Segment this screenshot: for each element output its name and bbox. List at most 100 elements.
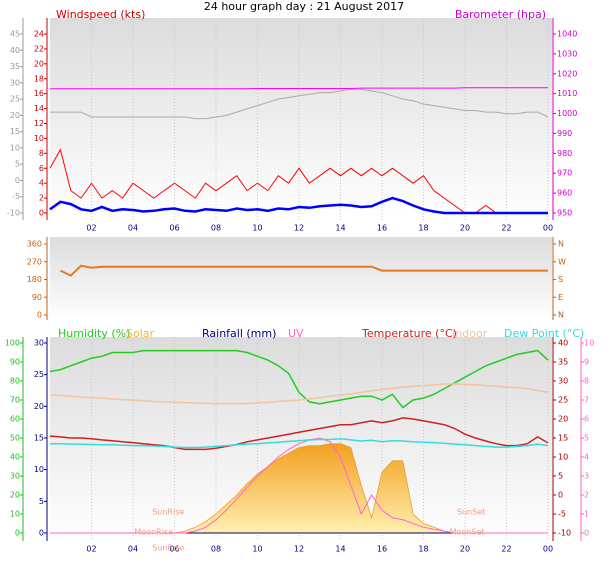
x-tick-label: 12	[294, 224, 304, 233]
x-tick-label: 06	[169, 545, 179, 554]
y-tick-label: 3	[584, 472, 589, 481]
y-tick-label: 8	[584, 377, 589, 386]
y-tick-label: 15	[10, 127, 20, 136]
y-tick-label: 0	[584, 529, 589, 538]
y-tick-label: 10	[34, 134, 44, 143]
y-tick-label: -10	[7, 209, 20, 218]
y-tick-label: 1040	[557, 30, 577, 39]
y-tick-label: 40	[10, 46, 20, 55]
y-tick-label: 4	[39, 179, 44, 188]
x-tick-label: 02	[86, 224, 96, 233]
x-tick-label: 20	[460, 545, 470, 554]
annotation: SunRise	[152, 544, 184, 553]
x-tick-label: 00	[543, 545, 553, 554]
y-tick-label: 4	[584, 453, 589, 462]
y-tick-label: 20	[34, 59, 44, 68]
y-tick-label: 6	[39, 164, 44, 173]
x-tick-label: 22	[501, 545, 511, 554]
y-tick-label: 2	[39, 194, 44, 203]
y-tick-label: 40	[10, 453, 20, 462]
y-tick-label: 5	[558, 472, 563, 481]
series-line	[49, 417, 549, 451]
y-axis-label: Windspeed (kts)	[56, 8, 145, 21]
y-tick-label: 1000	[557, 109, 577, 118]
y-tick-label: 960	[557, 189, 572, 198]
y-tick-label: 9	[584, 358, 589, 367]
y-tick-label: 1	[584, 510, 589, 519]
series-line	[50, 437, 548, 534]
y-tick-label: 14	[34, 104, 44, 113]
series-line	[50, 438, 549, 449]
y-tick-label: 12	[34, 119, 44, 128]
y-tick-label: 1020	[557, 69, 577, 78]
chart-title: 24 hour graph day : 21 August 2017	[204, 0, 404, 13]
y-tick-label: 70	[10, 396, 20, 405]
y-tick-label: 7	[584, 396, 589, 405]
x-tick-label: 04	[128, 545, 138, 554]
y-tick-label: 5	[39, 497, 44, 506]
y-tick-label: 30	[10, 78, 20, 87]
annotation: SunSet	[457, 508, 485, 517]
y-tick-label: 35	[558, 358, 568, 367]
x-tick-label: 10	[252, 224, 262, 233]
y-tick-label: 0	[37, 311, 42, 320]
y-tick-label: 270	[27, 257, 42, 266]
x-tick-label: 10	[252, 545, 262, 554]
y-tick-label: 980	[557, 149, 572, 158]
x-tick-label: 12	[294, 545, 304, 554]
y-tick-label: 90	[10, 358, 20, 367]
y-tick-label: 990	[557, 129, 572, 138]
y-tick-label: 10	[558, 453, 568, 462]
y-tick-label: 6	[584, 415, 589, 424]
y-tick-label: 0	[558, 491, 563, 500]
y-tick-label: 1010	[557, 89, 577, 98]
x-tick-label: 02	[86, 545, 96, 554]
x-tick-label: 04	[128, 224, 138, 233]
series-line	[50, 87, 548, 90]
y-tick-label: 180	[27, 275, 42, 284]
annotation: MoonRise	[134, 528, 173, 537]
y-tick-label: 50	[10, 434, 20, 443]
annotation: SunRise	[152, 508, 184, 517]
legend-label: Indoor	[452, 327, 488, 340]
x-tick-label: 08	[211, 545, 221, 554]
y-tick-label: 0	[15, 529, 20, 538]
y-tick-label: 22	[34, 44, 44, 53]
y-tick-label: 10	[34, 465, 44, 474]
y-tick-label: 45	[10, 30, 20, 39]
legend-label: Humidity (%)	[58, 327, 130, 340]
y-tick-label: 8	[39, 149, 44, 158]
y-tick-label: 16	[34, 89, 44, 98]
y-tick-label: 30	[10, 472, 20, 481]
y-tick-label: 0	[39, 209, 44, 218]
y-tick-label: 20	[10, 111, 20, 120]
y-tick-label: 40	[558, 339, 568, 348]
series-line	[59, 264, 548, 277]
y-tick-label: W	[558, 257, 566, 266]
legend-label: UV	[288, 327, 304, 340]
x-tick-label: 14	[335, 545, 345, 554]
y-tick-label: 100	[5, 339, 20, 348]
x-tick-label: 20	[460, 224, 470, 233]
legend-label: Solar	[126, 327, 155, 340]
y-tick-label: 25	[558, 396, 568, 405]
y-tick-label: 24	[34, 30, 44, 39]
y-tick-label: 35	[10, 62, 20, 71]
annotation: MoonSet	[450, 528, 485, 537]
y-tick-label: -10	[558, 529, 571, 538]
y-tick-label: 60	[10, 415, 20, 424]
y-tick-label: 25	[34, 370, 44, 379]
y-tick-label: 30	[34, 339, 44, 348]
legend-label: Temperature (°C)	[361, 327, 457, 340]
legend-label: Dew Point (°C)	[504, 327, 584, 340]
y-tick-label: 25	[10, 95, 20, 104]
y-tick-label: 20	[34, 402, 44, 411]
y-tick-label: 18	[34, 74, 44, 83]
y2-axis-label: Barometer (hpa)	[455, 8, 546, 21]
y-tick-label: 80	[10, 377, 20, 386]
y-tick-label: 0	[39, 529, 44, 538]
x-tick-label: 14	[335, 224, 345, 233]
series-line	[49, 383, 549, 405]
plot-area	[50, 18, 552, 220]
y-tick-label: E	[558, 293, 563, 302]
